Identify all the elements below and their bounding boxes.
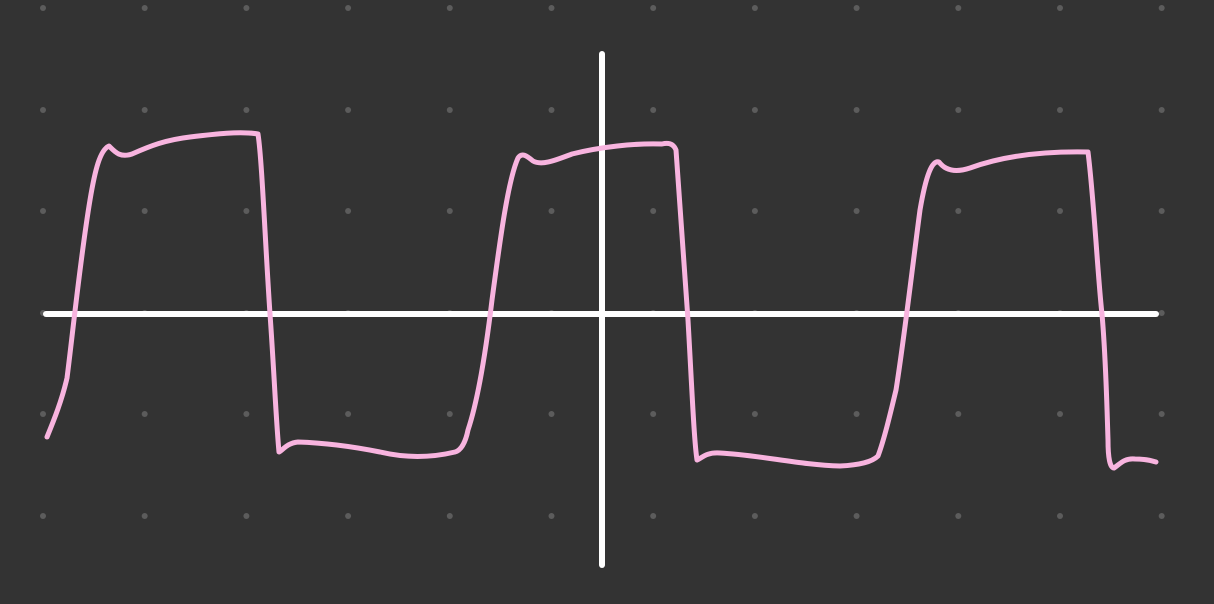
grid-dot bbox=[650, 411, 657, 417]
grid-dot bbox=[1158, 411, 1165, 417]
grid-dot bbox=[853, 513, 860, 519]
grid-dot bbox=[1158, 310, 1165, 316]
square-wave-stroke[interactable] bbox=[44, 130, 1159, 471]
grid-dot bbox=[141, 513, 148, 519]
grid-dot bbox=[345, 411, 352, 417]
grid-dot bbox=[345, 107, 352, 113]
grid-dot bbox=[40, 107, 46, 113]
grid-dot bbox=[141, 107, 148, 113]
grid-dot bbox=[548, 513, 555, 519]
grid-dot bbox=[1057, 411, 1063, 417]
grid-dot bbox=[446, 5, 453, 11]
grid-dot bbox=[243, 513, 250, 519]
grid-dot bbox=[345, 5, 352, 11]
grid-dot bbox=[650, 513, 657, 519]
grid-dot bbox=[548, 411, 555, 417]
grid-dot bbox=[751, 411, 758, 417]
grid-dot bbox=[853, 5, 860, 11]
grid-dot bbox=[40, 208, 46, 214]
grid-dot bbox=[40, 5, 46, 11]
grid-dot bbox=[446, 411, 453, 417]
grid-dot bbox=[548, 107, 555, 113]
grid-dot bbox=[40, 513, 46, 519]
grid-dot bbox=[141, 411, 148, 417]
grid-dot bbox=[955, 513, 962, 519]
grid-dot bbox=[446, 208, 453, 214]
grid-dot bbox=[1158, 107, 1165, 113]
grid-dot bbox=[955, 107, 962, 113]
grid-dot bbox=[1057, 5, 1063, 11]
grid-dot bbox=[1057, 513, 1063, 519]
grid-dot bbox=[751, 208, 758, 214]
grid-dot bbox=[548, 5, 555, 11]
grid-dot bbox=[853, 411, 860, 417]
grid-dot bbox=[751, 107, 758, 113]
grid-dot bbox=[751, 5, 758, 11]
grid-dot bbox=[1158, 5, 1165, 11]
grid-dot bbox=[650, 208, 657, 214]
grid-dot bbox=[1158, 513, 1165, 519]
grid-dot bbox=[1057, 208, 1063, 214]
grid-dot bbox=[650, 5, 657, 11]
grid-dot bbox=[243, 208, 250, 214]
grid-dot bbox=[955, 411, 962, 417]
grid-dot bbox=[243, 107, 250, 113]
grid-dot bbox=[345, 208, 352, 214]
grid-dot bbox=[40, 411, 46, 417]
grid-dot bbox=[243, 5, 250, 11]
grid-dot bbox=[345, 513, 352, 519]
grid-dot bbox=[243, 411, 250, 417]
grid-dot bbox=[141, 5, 148, 11]
grid-dot bbox=[853, 107, 860, 113]
grid-dot bbox=[446, 107, 453, 113]
grid-dot bbox=[446, 513, 453, 519]
grid-dot bbox=[141, 208, 148, 214]
grid-dot bbox=[1158, 208, 1165, 214]
grid-dot bbox=[955, 5, 962, 11]
grid-dot bbox=[751, 513, 758, 519]
grid-dot bbox=[853, 208, 860, 214]
grid-dot bbox=[955, 208, 962, 214]
grid-dot bbox=[650, 107, 657, 113]
grid-dot bbox=[548, 208, 555, 214]
grid-dot bbox=[1057, 107, 1063, 113]
